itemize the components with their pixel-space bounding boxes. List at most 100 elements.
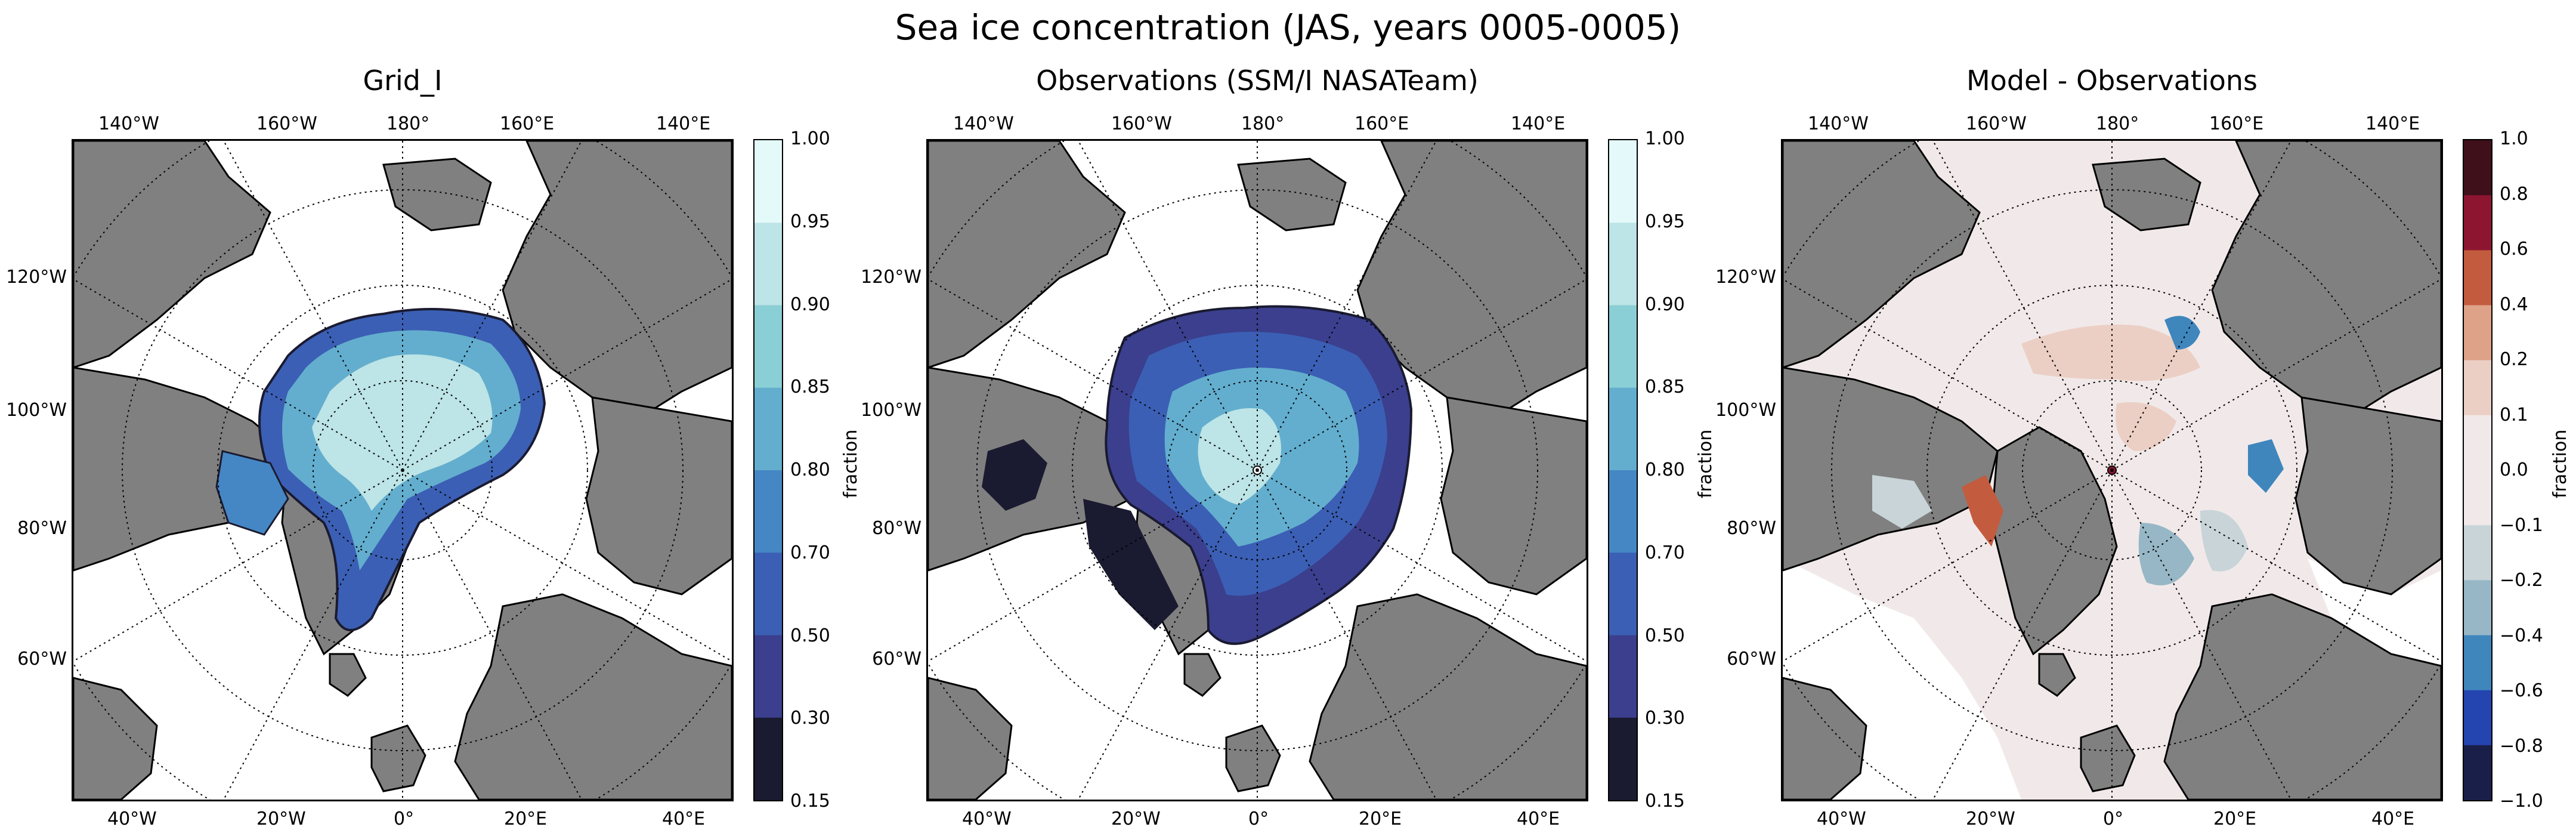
colorbar-segment	[1609, 470, 1637, 553]
colorbar-tick-label: −0.2	[2500, 570, 2543, 591]
colorbar-segment	[754, 223, 782, 306]
lon-label-left: 120°W	[6, 267, 67, 288]
colorbar-tick-label: 0.95	[790, 211, 830, 232]
colorbar-tick-label: 0.30	[790, 708, 830, 729]
colorbar-tick-label: −0.1	[2500, 514, 2543, 536]
figure-title: Sea ice concentration (JAS, years 0005-0…	[895, 7, 1681, 48]
lon-label-bottom: 0°	[2103, 809, 2124, 829]
lon-label-top: 140°E	[2365, 113, 2420, 134]
colorbar-diff	[2463, 139, 2492, 801]
panel-title-grid: Grid_I	[363, 64, 443, 97]
colorbar-title-diff: fraction	[2550, 429, 2571, 498]
colorbar-segment	[1609, 387, 1637, 471]
lon-label-left: 120°W	[1715, 267, 1776, 288]
colorbar-tick-label: 0.0	[2500, 459, 2528, 480]
lon-label-bottom: 40°W	[962, 809, 1012, 829]
colorbar-segment	[1609, 717, 1637, 800]
lon-label-bottom: 20°W	[256, 809, 306, 829]
colorbar-tick-label: 1.00	[790, 128, 830, 149]
colorbar-tick-label: 0.85	[1645, 377, 1685, 398]
lon-label-bottom: 40°E	[2371, 809, 2415, 829]
lon-label-left: 80°W	[1727, 518, 1776, 539]
colorbar-tick-label: 0.30	[1645, 708, 1685, 729]
colorbar-tick-label: 0.4	[2500, 294, 2528, 315]
map-svg-grid	[73, 141, 732, 800]
colorbar-tick-label: −0.8	[2500, 735, 2543, 757]
colorbar-title-obs: fraction	[1695, 429, 1716, 498]
colorbar-tick-label: 0.2	[2500, 349, 2528, 370]
lon-label-left: 120°W	[861, 267, 921, 288]
lon-label-top: 160°W	[1111, 113, 1172, 134]
colorbar-tick-label: 0.80	[1645, 459, 1685, 480]
colorbar-tick-label: 0.15	[790, 791, 830, 812]
lon-label-top: 140°E	[1511, 113, 1566, 134]
lon-label-top: 180°	[1241, 113, 1285, 134]
colorbar-tick-label: 0.80	[790, 459, 830, 480]
colorbar-tick-label: 0.6	[2500, 239, 2528, 260]
map-svg-diff	[1783, 141, 2441, 800]
colorbar-tick-label: 0.70	[1645, 542, 1685, 563]
colorbar-segment	[754, 387, 782, 471]
colorbar-segment	[754, 635, 782, 718]
colorbar-tick-label: 0.1	[2500, 404, 2528, 425]
map-grid	[72, 139, 734, 801]
colorbar-tick-label: 0.70	[790, 542, 830, 563]
colorbar-svg	[754, 140, 782, 800]
lon-label-top: 160°W	[1966, 113, 2027, 134]
lon-label-bottom: 20°W	[1966, 809, 2015, 829]
colorbar-segment	[1609, 553, 1637, 635]
colorbar-title-grid: fraction	[840, 429, 861, 498]
colorbar-grid	[753, 139, 783, 801]
colorbar-tick-label: 0.90	[1645, 294, 1685, 315]
lon-label-top: 160°E	[500, 113, 555, 134]
lon-label-left: 60°W	[872, 649, 921, 670]
colorbar-tick-label: 1.00	[1645, 128, 1685, 149]
lon-label-left: 60°W	[17, 649, 67, 670]
lon-label-top: 160°E	[2209, 113, 2264, 134]
colorbar-segment	[754, 553, 782, 635]
colorbar-segment	[1609, 635, 1637, 718]
lon-label-bottom: 20°E	[2213, 809, 2257, 829]
colorbar-segment	[2464, 635, 2491, 691]
colorbar-segment	[754, 140, 782, 223]
lon-label-left: 80°W	[872, 518, 921, 539]
lon-label-top: 160°E	[1355, 113, 1409, 134]
lon-label-left: 100°W	[6, 400, 67, 421]
colorbar-tick-label: 0.50	[1645, 625, 1685, 646]
colorbar-segment	[2464, 140, 2491, 196]
colorbar-segment	[2464, 580, 2491, 635]
colorbar-tick-label: 0.90	[790, 294, 830, 315]
colorbar-segment	[1609, 140, 1637, 223]
colorbar-tick-label: 0.8	[2500, 183, 2528, 205]
colorbar-segment	[754, 470, 782, 553]
lon-label-bottom: 0°	[1248, 809, 1269, 829]
lon-label-bottom: 0°	[394, 809, 415, 829]
lon-label-left: 100°W	[1715, 400, 1776, 421]
lon-label-top: 180°	[386, 113, 430, 134]
colorbar-segment	[2464, 690, 2491, 746]
lon-label-top: 140°W	[953, 113, 1014, 134]
colorbar-svg	[1609, 140, 1637, 800]
colorbar-segment	[1609, 305, 1637, 388]
colorbar-svg	[2464, 140, 2491, 800]
lon-label-top: 180°	[2096, 113, 2139, 134]
colorbar-obs	[1608, 139, 1638, 801]
lon-label-top: 140°W	[1808, 113, 1869, 134]
map-svg-obs	[928, 141, 1587, 800]
lon-label-left: 60°W	[1727, 649, 1776, 670]
lon-label-bottom: 40°E	[662, 809, 706, 829]
colorbar-segment	[2464, 360, 2491, 416]
colorbar-segment	[2464, 305, 2491, 361]
colorbar-tick-label: −0.4	[2500, 625, 2543, 646]
colorbar-tick-label: 0.15	[1645, 791, 1685, 812]
colorbar-segment	[754, 305, 782, 388]
colorbar-segment	[1609, 223, 1637, 306]
lon-label-left: 100°W	[861, 400, 921, 421]
colorbar-tick-label: 0.95	[1645, 211, 1685, 232]
colorbar-segment	[2464, 250, 2491, 306]
lon-label-bottom: 20°E	[1359, 809, 1402, 829]
colorbar-tick-label: 1.0	[2500, 128, 2528, 149]
lon-label-top: 140°E	[656, 113, 711, 134]
map-obs	[926, 139, 1588, 801]
lon-label-bottom: 20°W	[1111, 809, 1161, 829]
